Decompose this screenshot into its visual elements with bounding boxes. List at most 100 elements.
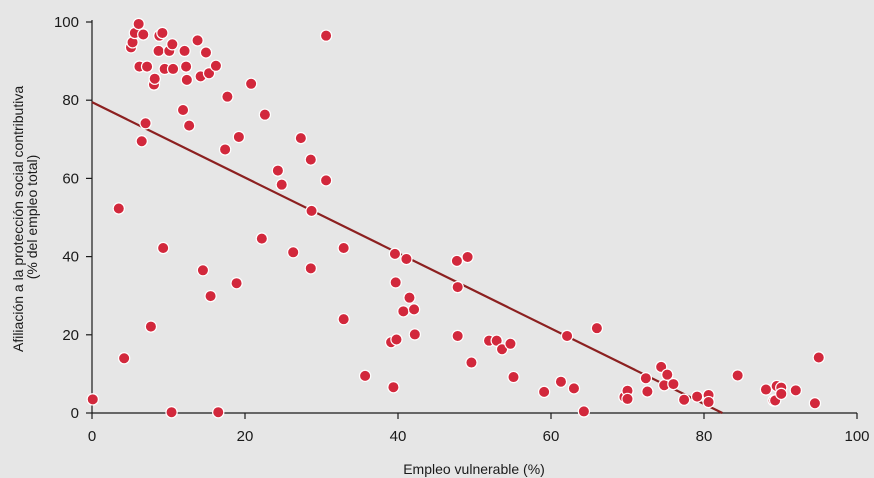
data-point xyxy=(397,305,410,318)
data-point xyxy=(319,29,333,42)
data-point xyxy=(132,17,145,31)
data-point xyxy=(537,385,551,399)
data-point xyxy=(560,329,574,343)
data-point xyxy=(196,264,210,277)
data-point xyxy=(144,320,158,333)
data-point xyxy=(408,328,422,341)
data-point xyxy=(567,382,581,395)
data-point xyxy=(407,303,421,316)
data-point xyxy=(451,280,464,294)
data-point xyxy=(590,321,604,335)
data-point xyxy=(387,380,400,394)
x-tick-label: 40 xyxy=(390,428,407,445)
data-point xyxy=(390,333,403,346)
data-point xyxy=(286,246,300,259)
data-point xyxy=(182,119,196,132)
data-point xyxy=(667,377,680,391)
data-point xyxy=(204,289,217,303)
x-tick-label: 60 xyxy=(543,428,560,445)
data-point xyxy=(176,103,190,117)
data-point xyxy=(641,385,654,398)
data-point xyxy=(112,202,125,215)
data-point xyxy=(304,153,317,166)
data-point xyxy=(166,62,180,76)
data-point xyxy=(294,131,308,145)
data-point xyxy=(230,276,243,290)
data-point xyxy=(275,178,288,191)
data-point xyxy=(221,90,234,103)
y-tick-label: 100 xyxy=(54,14,79,31)
data-point xyxy=(137,28,150,41)
y-axis-title: Afiliación a la protección social contri… xyxy=(10,82,40,352)
data-point xyxy=(117,352,131,365)
data-point xyxy=(731,369,744,382)
data-point xyxy=(148,72,161,85)
data-point xyxy=(218,143,232,156)
data-point xyxy=(304,262,317,275)
y-tick-label: 20 xyxy=(62,327,79,344)
data-point xyxy=(86,393,99,406)
data-point xyxy=(258,108,272,121)
data-point xyxy=(255,232,269,245)
data-point xyxy=(808,397,822,410)
data-point xyxy=(389,276,402,289)
data-point xyxy=(461,250,474,264)
data-point xyxy=(156,26,169,40)
data-point xyxy=(191,34,204,47)
data-point xyxy=(775,387,788,401)
y-tick-label: 0 xyxy=(71,405,79,422)
tick-labels: 0 20 40 60 80 100 0 20 40 60 80 100 xyxy=(54,14,870,445)
x-tick-label: 0 xyxy=(88,428,96,445)
data-point xyxy=(504,337,517,350)
x-tick-label: 20 xyxy=(237,428,254,445)
data-point xyxy=(759,383,773,396)
data-point xyxy=(677,393,691,406)
x-tick-label: 80 xyxy=(696,428,713,445)
data-point xyxy=(139,117,152,130)
x-axis-title: Empleo vulnerable (%) xyxy=(403,461,545,477)
data-point xyxy=(232,130,246,144)
data-point xyxy=(388,247,402,261)
data-point xyxy=(165,406,178,419)
data-point xyxy=(152,44,165,58)
data-point xyxy=(244,77,258,90)
data-point xyxy=(577,405,591,418)
data-point xyxy=(639,372,653,385)
data-point xyxy=(319,174,333,187)
data-point xyxy=(789,384,803,397)
data-point xyxy=(812,351,825,364)
data-point xyxy=(507,370,520,384)
data-point xyxy=(337,241,350,255)
data-point xyxy=(178,44,191,58)
data-point xyxy=(135,135,148,148)
data-point xyxy=(465,356,478,369)
data-point xyxy=(199,46,213,59)
y-tick-label: 40 xyxy=(62,249,79,266)
data-point xyxy=(450,254,464,268)
y-axis-title-line-2: (% del empleo total) xyxy=(24,155,40,280)
y-axis-title-line-1: Afiliación a la protección social contri… xyxy=(10,86,26,352)
data-point xyxy=(621,392,634,406)
data-points xyxy=(86,17,825,419)
data-point xyxy=(337,312,350,326)
data-point xyxy=(140,60,154,73)
x-tick-label: 100 xyxy=(844,428,869,445)
data-point xyxy=(156,241,170,255)
data-point xyxy=(661,368,674,381)
y-tick-label: 60 xyxy=(62,170,79,187)
tick-marks xyxy=(86,21,858,419)
data-point xyxy=(209,59,223,72)
data-point xyxy=(400,252,413,266)
data-point xyxy=(212,406,225,419)
y-tick-label: 80 xyxy=(62,92,79,109)
data-point xyxy=(166,38,179,51)
data-point xyxy=(305,204,318,218)
data-point xyxy=(690,390,704,403)
data-point xyxy=(271,164,285,177)
data-point xyxy=(403,291,416,304)
data-point xyxy=(358,369,372,383)
data-point xyxy=(179,60,193,73)
data-point xyxy=(554,375,568,388)
data-point xyxy=(451,329,464,343)
